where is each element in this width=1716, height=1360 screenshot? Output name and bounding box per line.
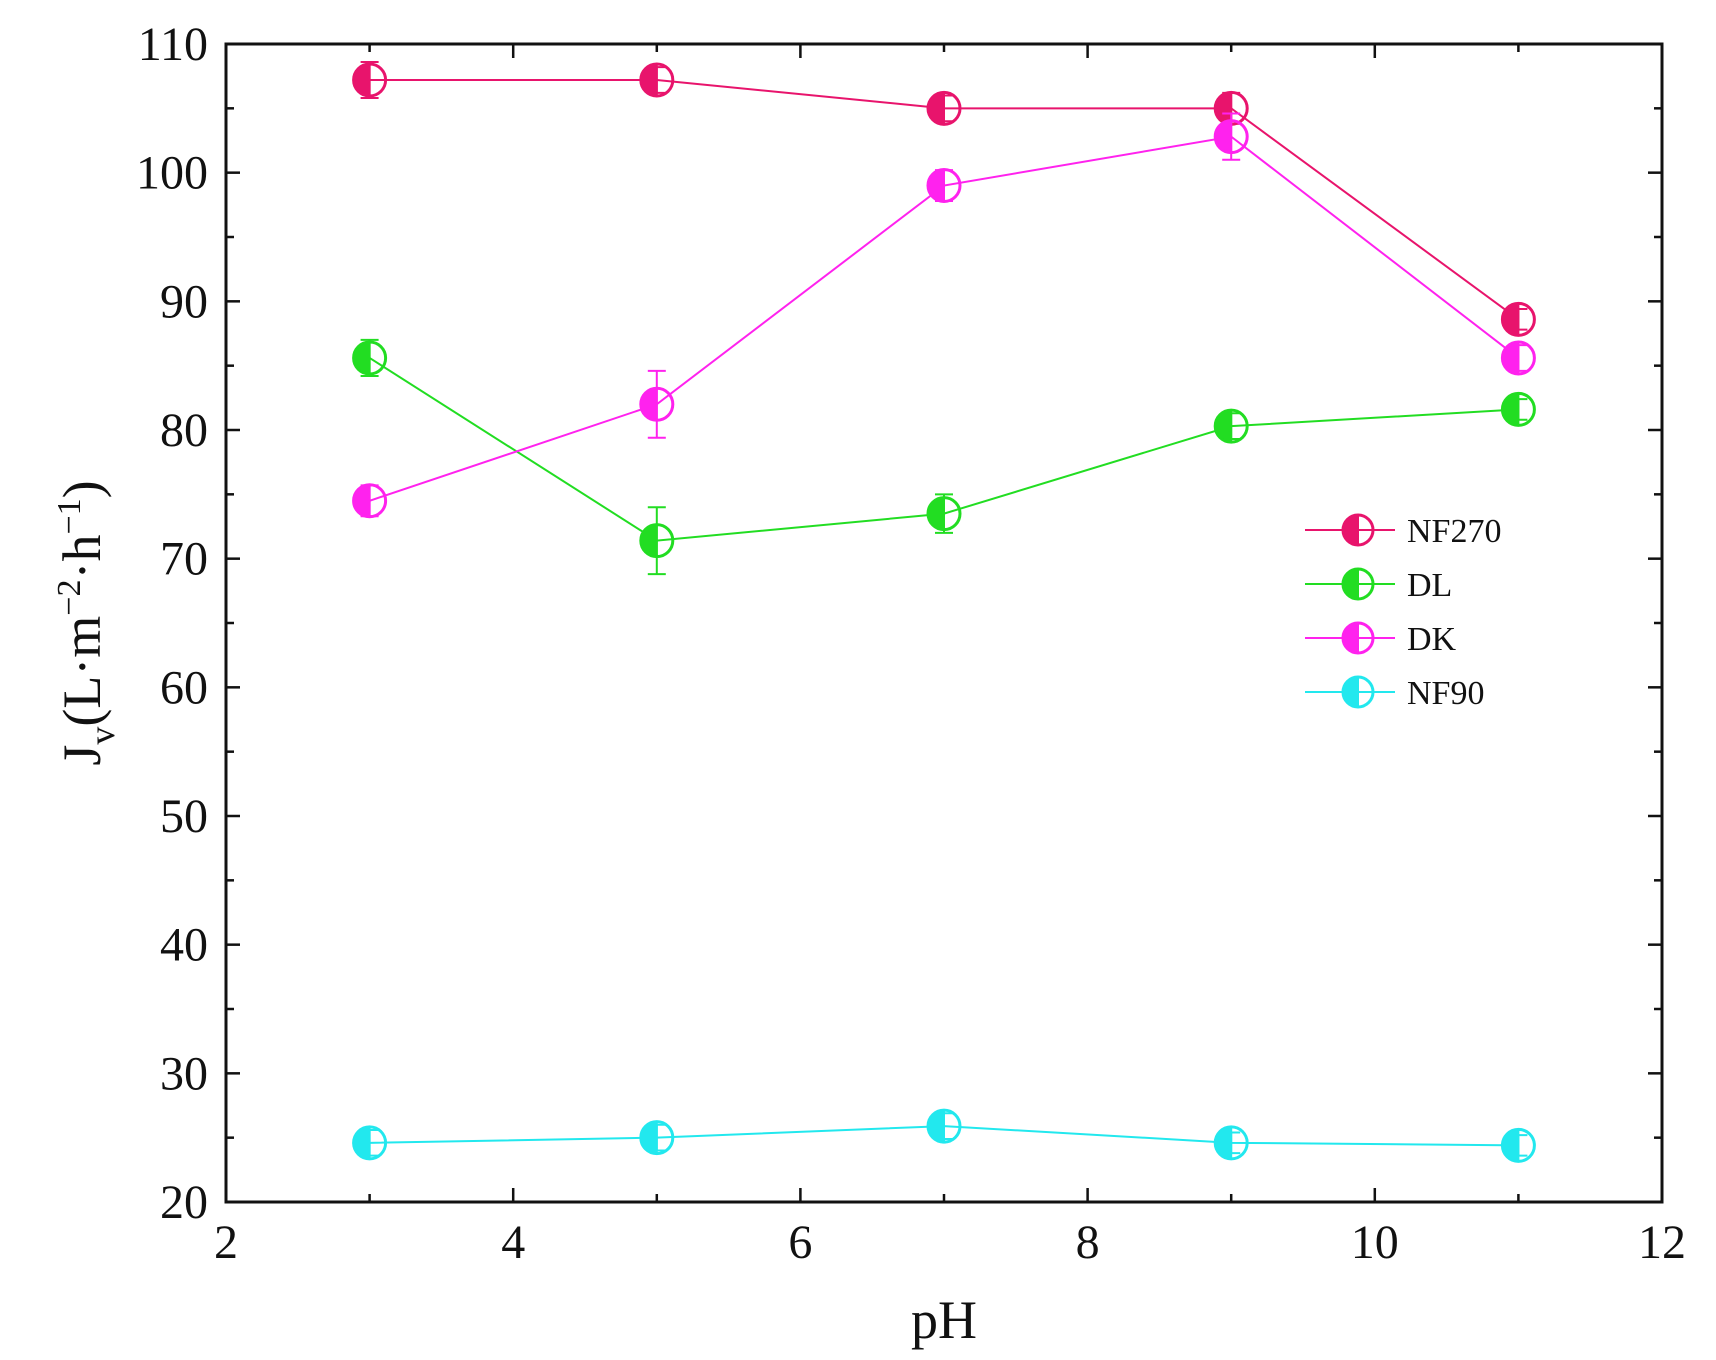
legend-item-dk: DK	[1305, 621, 1457, 658]
legend-marker-dk-fill	[1343, 623, 1358, 653]
legend-marker-nf270	[1341, 513, 1375, 547]
data-point-nf270-fill	[1502, 303, 1519, 336]
data-point-dk-fill	[1502, 341, 1519, 374]
data-point-dk	[352, 483, 388, 519]
y-axis-title-exp2: −1	[51, 498, 88, 534]
data-point-nf90-fill	[353, 1126, 370, 1159]
data-point-nf270-fill	[640, 64, 657, 97]
legend-label-nf270: NF270	[1407, 513, 1501, 550]
y-tick-label: 110	[138, 18, 208, 71]
data-point-dl	[639, 523, 675, 559]
data-point-nf90-fill	[1215, 1126, 1232, 1159]
data-point-dk	[1213, 119, 1249, 155]
y-tick-label: 100	[136, 147, 208, 200]
y-tick-label: 30	[160, 1047, 208, 1100]
data-point-dk-fill	[640, 388, 657, 421]
y-tick-label: 90	[160, 275, 208, 328]
data-point-dl	[926, 496, 962, 532]
legend-marker-nf90	[1341, 675, 1375, 709]
series-layer	[352, 61, 1536, 1163]
data-point-nf90-fill	[640, 1121, 657, 1154]
data-point-nf90	[1500, 1127, 1536, 1163]
y-tick-label: 50	[160, 790, 208, 843]
data-point-nf270-fill	[928, 92, 944, 125]
x-tick-label: 6	[788, 1216, 812, 1269]
axis-ticks: 2 4 6 8 10 12 20 30 40 50 60 70 80 90 100 110	[136, 18, 1686, 1269]
data-point-dl-fill	[353, 341, 370, 374]
legend-label-dl: DL	[1407, 567, 1452, 604]
data-point-dl	[352, 340, 388, 376]
y-axis-title-exp1: −2	[51, 580, 88, 616]
legend-marker-dk	[1341, 621, 1375, 655]
data-point-dk-fill	[928, 169, 944, 202]
legend-marker-nf90-fill	[1343, 677, 1358, 707]
data-point-dl-fill	[640, 524, 657, 557]
data-point-nf90	[1213, 1125, 1249, 1161]
y-axis-title-mid: ·h	[52, 535, 112, 580]
y-tick-label: 70	[160, 533, 208, 586]
data-point-nf270	[1500, 301, 1536, 337]
legend-marker-dl	[1341, 567, 1375, 601]
y-axis-title-suffix: )	[52, 480, 112, 498]
x-tick-label: 2	[214, 1216, 238, 1269]
legend-marker-nf270-fill	[1343, 515, 1358, 545]
series-dl	[352, 338, 1536, 576]
data-point-nf90	[639, 1120, 675, 1156]
data-point-dl-fill	[1215, 410, 1232, 443]
legend-label-nf90: NF90	[1407, 675, 1484, 712]
data-point-dk-fill	[353, 484, 370, 517]
data-point-nf270	[352, 62, 388, 98]
data-point-dk	[926, 168, 962, 204]
data-point-dl	[1500, 391, 1536, 427]
y-tick-label: 20	[160, 1176, 208, 1229]
x-tick-label: 12	[1638, 1216, 1686, 1269]
legend-marker-dl-fill	[1343, 569, 1358, 599]
x-tick-label: 10	[1351, 1216, 1399, 1269]
x-axis-title: pH	[911, 1290, 977, 1350]
legend-label-dk: DK	[1407, 621, 1457, 658]
data-point-nf270-fill	[1215, 92, 1232, 125]
data-point-dl-fill	[1502, 393, 1519, 426]
data-point-nf90-fill	[1502, 1129, 1519, 1162]
data-point-nf270	[926, 90, 962, 126]
series-dk	[352, 112, 1536, 519]
y-tick-label: 60	[160, 661, 208, 714]
data-point-dk-fill	[1215, 120, 1232, 153]
y-axis-title-sub: v	[82, 727, 122, 745]
data-point-dl-fill	[927, 497, 944, 530]
legend-item-nf270: NF270	[1305, 513, 1501, 550]
data-point-nf270	[639, 62, 675, 98]
data-point-nf90	[926, 1108, 962, 1144]
series-nf90	[352, 1108, 1536, 1163]
data-point-dl	[1213, 408, 1249, 444]
data-point-nf270-fill	[353, 64, 370, 97]
y-axis-title-unit: (L·m	[52, 616, 112, 727]
y-axis-title-main: J	[52, 745, 112, 766]
x-tick-label: 4	[501, 1216, 525, 1269]
x-tick-label: 8	[1076, 1216, 1100, 1269]
data-point-dk	[1500, 340, 1536, 376]
series-nf270	[352, 61, 1536, 337]
legend-item-dl: DL	[1305, 567, 1452, 604]
data-point-nf90-fill	[928, 1110, 944, 1143]
legend: NF270 DL DK NF90	[1305, 513, 1501, 712]
y-tick-label: 80	[160, 404, 208, 457]
legend-item-nf90: NF90	[1305, 675, 1484, 712]
data-point-dk	[639, 386, 675, 422]
y-axis-title: Jv(L·m−2·h−1)	[51, 480, 122, 765]
y-tick-label: 40	[160, 919, 208, 972]
data-point-nf90	[352, 1125, 388, 1161]
